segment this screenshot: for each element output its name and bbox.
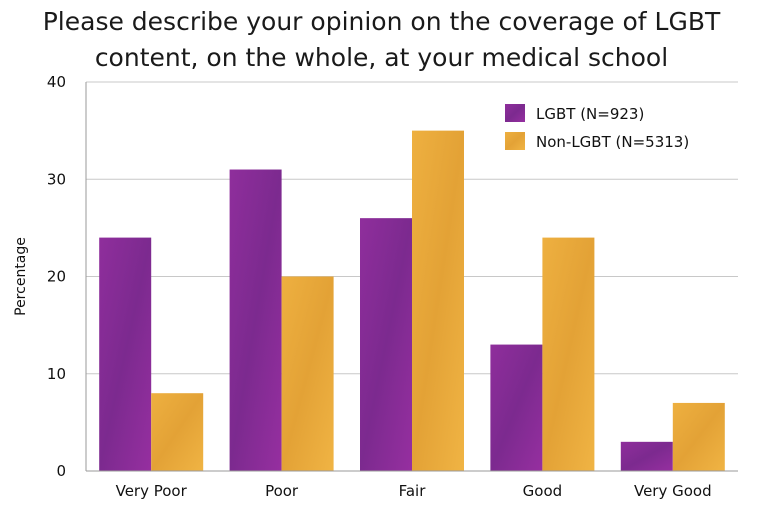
bar-non-lgbt-very-good	[672, 402, 725, 471]
y-tick-label: 40	[47, 73, 66, 91]
bar-lgbt-very-good	[620, 441, 673, 471]
bar-non-lgbt-good	[542, 237, 595, 471]
legend-label-non-lgbt: Non-LGBT (N=5313)	[536, 133, 689, 151]
y-tick-label: 10	[47, 365, 66, 383]
bar-lgbt-fair	[360, 218, 412, 471]
bar-non-lgbt-poor	[281, 276, 334, 471]
x-tick-label: Very Good	[634, 482, 712, 500]
y-tick-label: 20	[47, 268, 66, 286]
bar-lgbt-very-poor	[99, 237, 152, 471]
bar-lgbt-poor	[229, 169, 282, 471]
bar-non-lgbt-very-poor	[151, 393, 204, 471]
chart-title-line-1: Please describe your opinion on the cove…	[42, 7, 721, 36]
legend-label-lgbt: LGBT (N=923)	[536, 105, 644, 123]
chart-title-line-2: content, on the whole, at your medical s…	[94, 43, 669, 72]
x-tick-label: Good	[523, 482, 563, 500]
x-tick-label: Fair	[399, 482, 427, 500]
y-axis-label: Percentage	[13, 237, 29, 316]
x-tick-label: Very Poor	[116, 482, 188, 500]
bar-lgbt-good	[490, 344, 543, 471]
legend-swatch-lgbt	[505, 104, 525, 122]
chart-title: Please describe your opinion on the cove…	[0, 4, 763, 76]
x-tick-label: Poor	[265, 482, 299, 500]
y-tick-label: 30	[47, 170, 66, 188]
bar-non-lgbt-fair	[412, 130, 464, 471]
legend-swatch-non-lgbt	[505, 132, 525, 150]
y-tick-label: 0	[56, 462, 66, 480]
